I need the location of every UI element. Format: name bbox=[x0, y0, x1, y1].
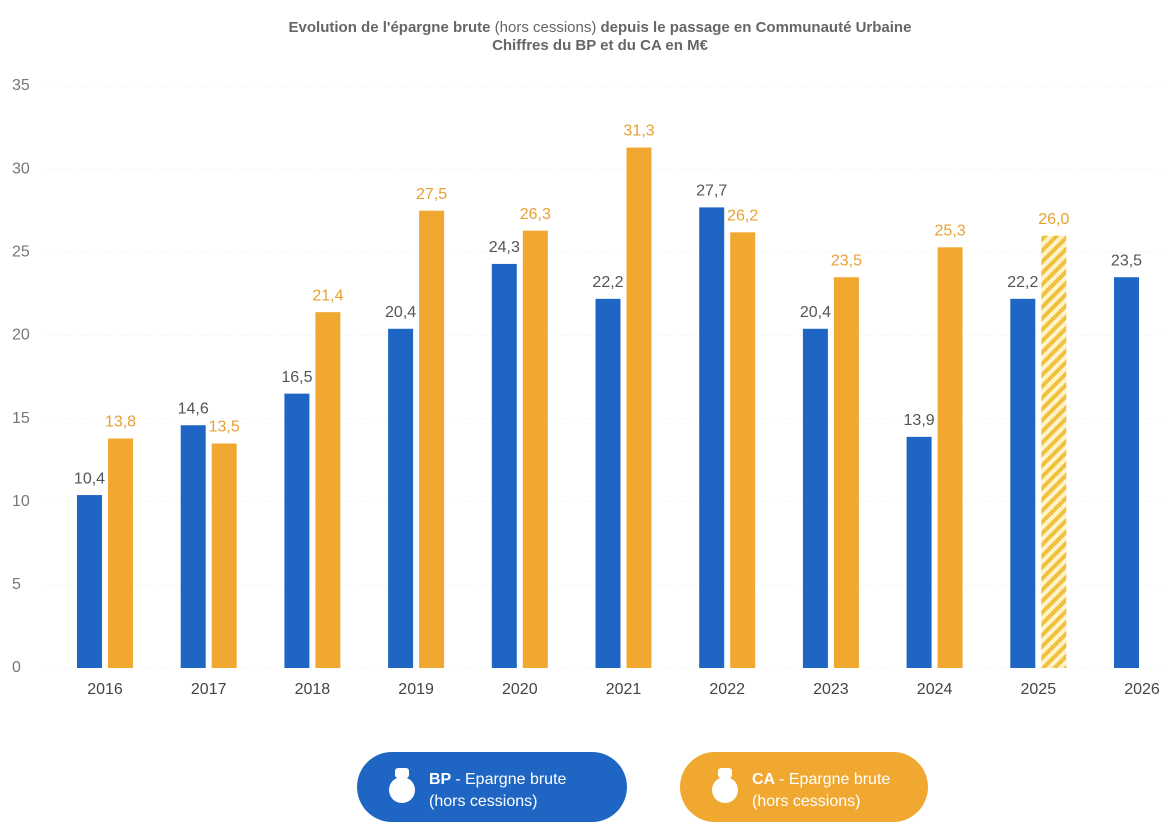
bar bbox=[1041, 235, 1067, 668]
y-tick-label: 15 bbox=[12, 410, 30, 427]
x-tick-label: 2023 bbox=[813, 681, 849, 698]
x-tick-label: 2021 bbox=[606, 681, 642, 698]
data-label: 23,5 bbox=[831, 252, 862, 269]
legend-sublabel: (hors cessions) bbox=[429, 793, 537, 810]
data-label: 20,4 bbox=[800, 304, 831, 321]
data-label: 20,4 bbox=[385, 304, 416, 321]
bar bbox=[937, 247, 963, 668]
bar bbox=[211, 443, 237, 668]
x-tick-label: 2017 bbox=[191, 681, 227, 698]
data-label: 27,5 bbox=[416, 186, 447, 203]
y-tick-label: 35 bbox=[12, 77, 30, 94]
legend-text: - Epargne brute bbox=[455, 771, 566, 788]
bar bbox=[730, 232, 756, 668]
bar bbox=[284, 393, 310, 668]
legend-icon bbox=[718, 768, 732, 778]
y-tick-label: 0 bbox=[12, 659, 21, 676]
x-tick-label: 2019 bbox=[398, 681, 434, 698]
x-tick-label: 2018 bbox=[295, 681, 331, 698]
data-label: 26,3 bbox=[520, 206, 551, 223]
y-tick-label: 25 bbox=[12, 244, 30, 261]
bar bbox=[315, 312, 341, 668]
bar bbox=[108, 438, 133, 668]
bar bbox=[595, 298, 621, 668]
data-label: 22,2 bbox=[592, 274, 623, 291]
legend-icon bbox=[712, 777, 738, 803]
chart-subtitle: Chiffres du BP et du CA en M€ bbox=[492, 37, 709, 54]
bar bbox=[491, 263, 517, 668]
title-part: depuis le passage en Communauté Urbaine bbox=[601, 19, 912, 36]
x-tick-label: 2026 bbox=[1124, 681, 1160, 698]
bar bbox=[906, 436, 932, 668]
bar bbox=[77, 495, 102, 668]
data-label: 26,2 bbox=[727, 208, 758, 225]
bar bbox=[419, 210, 445, 668]
legend-pill bbox=[680, 752, 928, 822]
data-label: 10,4 bbox=[74, 470, 105, 487]
bar bbox=[833, 277, 859, 668]
x-tick-label: 2020 bbox=[502, 681, 538, 698]
data-label: 16,5 bbox=[281, 369, 312, 386]
bar bbox=[626, 147, 652, 669]
title-part: Evolution de l'épargne brute bbox=[289, 19, 491, 36]
x-tick-label: 2022 bbox=[709, 681, 745, 698]
data-label: 31,3 bbox=[623, 123, 654, 140]
data-label: 13,9 bbox=[904, 412, 935, 429]
x-tick-label: 2016 bbox=[87, 681, 123, 698]
data-label: 22,2 bbox=[1007, 274, 1038, 291]
title-part: (hors cessions) bbox=[495, 19, 597, 36]
legend-name: BP bbox=[429, 771, 452, 788]
data-label: 13,5 bbox=[209, 419, 240, 436]
data-label: 23,5 bbox=[1111, 252, 1142, 269]
data-label: 14,6 bbox=[178, 400, 209, 417]
data-label: 25,3 bbox=[935, 223, 966, 240]
x-tick-label: 2024 bbox=[917, 681, 953, 698]
legend-icon bbox=[395, 768, 409, 778]
y-tick-label: 10 bbox=[12, 493, 30, 510]
bar bbox=[802, 328, 828, 668]
legend-label: CA - Epargne brute bbox=[752, 771, 890, 788]
bar bbox=[1010, 298, 1036, 668]
bar bbox=[1114, 277, 1139, 668]
bar bbox=[699, 207, 725, 669]
bar bbox=[522, 230, 548, 668]
x-tick-label: 2025 bbox=[1021, 681, 1057, 698]
legend-name: CA bbox=[752, 771, 776, 788]
legend-sublabel: (hors cessions) bbox=[752, 793, 860, 810]
data-label: 24,3 bbox=[489, 239, 520, 256]
y-tick-label: 5 bbox=[12, 576, 21, 593]
y-tick-label: 30 bbox=[12, 160, 30, 177]
data-label: 21,4 bbox=[312, 287, 343, 304]
data-label: 13,8 bbox=[105, 414, 136, 431]
bar bbox=[180, 425, 206, 668]
legend-icon bbox=[389, 777, 415, 803]
data-label: 27,7 bbox=[696, 183, 727, 200]
y-tick-label: 20 bbox=[12, 327, 30, 344]
legend-pill bbox=[357, 752, 627, 822]
legend-label: BP - Epargne brute bbox=[429, 771, 567, 788]
chart-title: Evolution de l'épargne brute (hors cessi… bbox=[289, 19, 912, 36]
legend-text: - Epargne brute bbox=[779, 771, 890, 788]
bar bbox=[388, 328, 414, 668]
data-label: 26,0 bbox=[1038, 211, 1069, 228]
